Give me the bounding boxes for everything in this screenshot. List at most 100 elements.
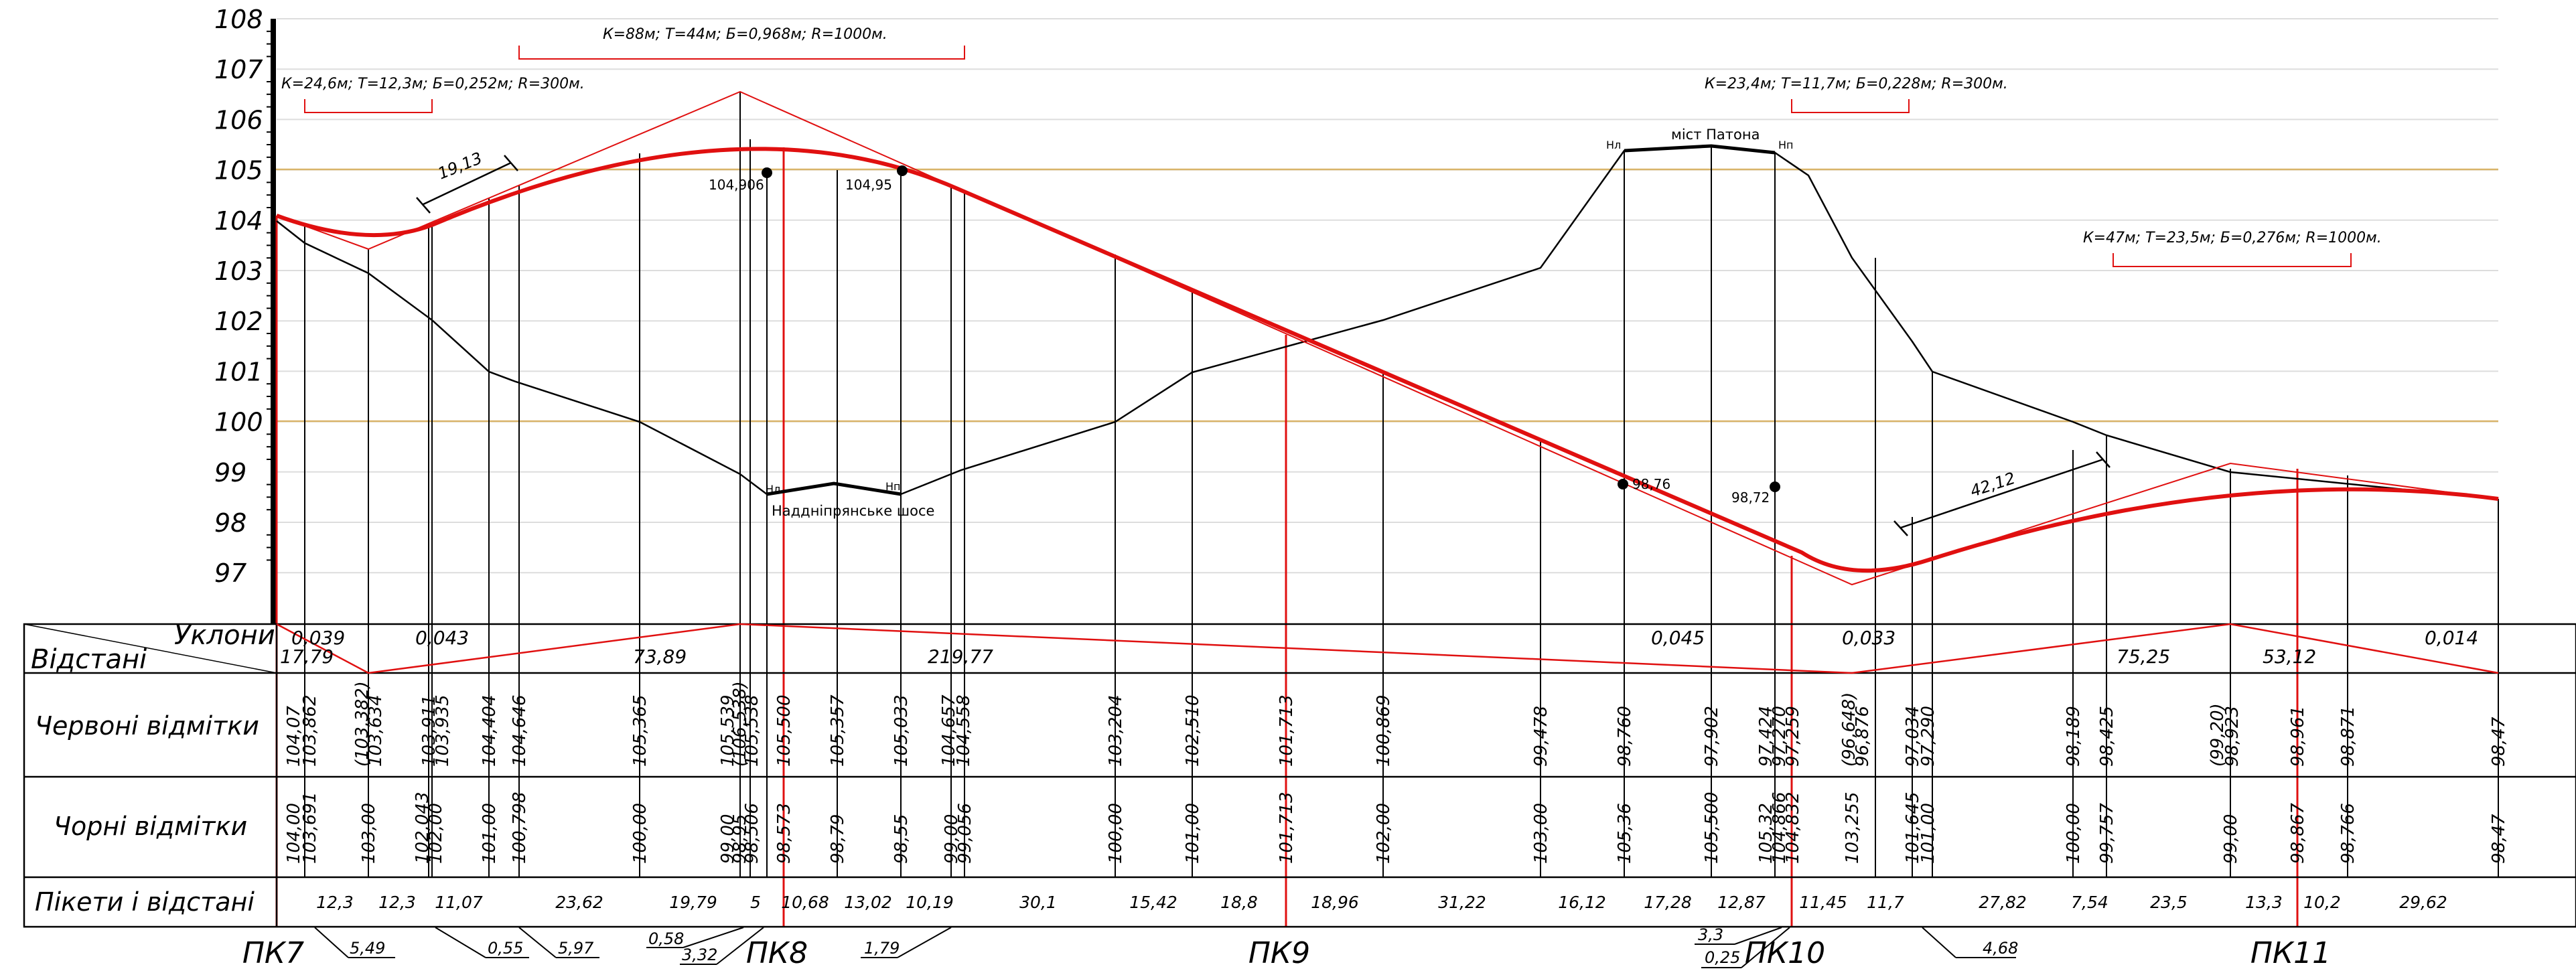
bridge-label: міст Патона — [1671, 127, 1760, 143]
bridge-structure — [1624, 144, 1776, 155]
red-mark-value: (103,382) — [352, 681, 372, 767]
black-mark-value: 101,713 — [1277, 792, 1297, 864]
picket-name: ПК9 — [1248, 936, 1310, 970]
leader-value: 5,49 — [350, 939, 385, 958]
row-header-red-marks: Червоні відмітки — [35, 711, 259, 741]
red-mark-value: 104,558 — [954, 694, 974, 767]
red-mark-value: 96,876 — [1853, 706, 1873, 767]
picket-distance-value: 10,68 — [781, 893, 829, 912]
axis-tick-label: 102 — [214, 307, 263, 336]
leader-value: 0,25 — [1705, 948, 1740, 967]
distance-value: 17,79 — [280, 646, 334, 668]
leader-callout: 5,49 — [314, 927, 395, 958]
picket-distance-value: 23,5 — [2150, 893, 2188, 912]
black-mark-value: 98,55 — [891, 814, 912, 864]
slope-value: 0,033 — [1842, 627, 1895, 649]
red-mark-value: 98,871 — [2338, 706, 2358, 767]
dimension-arrows — [416, 155, 2110, 536]
black-mark-value: 98,867 — [2288, 803, 2308, 864]
point-mark — [1770, 481, 1780, 492]
picket-name: ПК7 — [242, 936, 304, 970]
picket-distance-value: 30,1 — [1019, 893, 1057, 912]
picket-distance-value: 5 — [750, 893, 761, 912]
black-mark-value: 99,00 — [942, 814, 962, 864]
picket-name: ПК10 — [1745, 936, 1825, 970]
red-mark-value: 104,404 — [480, 694, 500, 767]
leader-callouts: 5,49 0,55 5,97 0,583,32 1,79 3,3 0,25 4,68 — [314, 925, 2018, 968]
black-mark-value: 105,500 — [1702, 792, 1722, 864]
black-mark-value: 99,056 — [955, 803, 975, 864]
black-mark-value: 101,645 — [1903, 792, 1923, 864]
black-mark-value: 105,32 — [1756, 803, 1776, 864]
leader-callout: 3,3 — [1695, 925, 1782, 945]
black-mark-value: 98,506 — [742, 803, 762, 864]
black-mark-value: 100,00 — [630, 803, 650, 864]
axis-tick-label: 104 — [214, 206, 263, 236]
row-header-pickets: Пікети і відстані — [35, 887, 255, 917]
picket-distance-value: 27,82 — [1979, 893, 2027, 912]
picket-distance-value: 10,19 — [906, 893, 954, 912]
black-mark-value: 100,00 — [1106, 803, 1126, 864]
black-mark-value: 99,00 — [2221, 814, 2241, 864]
leader-callout: 1,79 — [861, 927, 952, 958]
axis-tick-label: 97 — [214, 558, 246, 588]
leader-value: 4,68 — [1983, 939, 2018, 958]
point-mark — [1618, 479, 1628, 490]
red-mark-value: 98,961 — [2288, 706, 2308, 767]
black-mark-value: 100,798 — [510, 792, 530, 864]
curve-params-2: К=88м; Т=44м; Б=0,968м; R=1000м. — [603, 26, 887, 43]
red-mark-value: 101,713 — [1277, 694, 1297, 767]
curve-brackets — [304, 46, 2352, 267]
elevation-grid — [277, 18, 2498, 574]
road-label: Наддніпрянське шосе — [772, 503, 934, 519]
red-mark-value: 98,47 — [2489, 717, 2509, 767]
leader-value: 3,3 — [1698, 925, 1723, 944]
red-mark-value: 103,862 — [300, 694, 320, 767]
distance-value: 75,25 — [2117, 646, 2170, 668]
leader-callout: 4,68 — [1922, 927, 2018, 958]
row-header-slopes: Уклони — [174, 620, 275, 651]
ground-line — [276, 145, 2499, 500]
picket-distance-values: 12,3 12,3 11,07 23,62 19,79 5 10,68 13,02 10,19 3… — [316, 893, 2447, 912]
point-label: 98,72 — [1731, 490, 1770, 506]
red-mark-value: 105,500 — [774, 694, 794, 767]
point-label: 104,95 — [845, 177, 892, 193]
black-mark-value: 98,79 — [828, 814, 848, 864]
black-mark-value: 102,043 — [413, 792, 433, 864]
axis-tick-label: 100 — [214, 408, 263, 437]
leader-value: 5,97 — [558, 939, 594, 958]
bridge-h-right: Hп — [1778, 139, 1794, 151]
slope-values: 0,039 0,043 0,045 0,033 0,014 — [291, 627, 2478, 649]
red-mark-value: 97,259 — [1783, 706, 1803, 767]
black-mark-value: 98,766 — [2338, 803, 2358, 864]
red-mark-value: (106,538) — [730, 681, 750, 767]
red-mark-value: 98,923 — [2222, 706, 2242, 767]
picket-distance-value: 31,22 — [1438, 893, 1486, 912]
axis-tick-label: 106 — [214, 105, 263, 135]
black-mark-value: 103,00 — [359, 803, 379, 864]
black-mark-value: 103,255 — [1843, 792, 1863, 864]
red-mark-value: (96,648) — [1839, 692, 1859, 767]
curve-params-1: К=24,6м; Т=12,3м; Б=0,252м; R=300м. — [281, 76, 585, 92]
axis-tick-label: 98 — [214, 508, 246, 538]
red-mark-value: 103,935 — [433, 694, 453, 767]
picket-distance-value: 11,07 — [435, 893, 483, 912]
red-mark-value: 105,033 — [891, 694, 912, 767]
station-lines — [304, 92, 2499, 877]
slope-value: 0,043 — [415, 627, 469, 649]
picket-distance-value: 13,3 — [2245, 893, 2283, 912]
picket-distance-value: 16,12 — [1558, 893, 1606, 912]
black-mark-value: 98,47 — [2489, 814, 2509, 864]
black-mark-value: 101,00 — [1183, 803, 1203, 864]
curve-params-4: К=47м; Т=23,5м; Б=0,276м; R=1000м. — [2083, 230, 2382, 246]
picket-distance-value: 29,62 — [2399, 893, 2447, 912]
red-mark-value: 98,425 — [2097, 706, 2117, 767]
axis-tick-label: 107 — [214, 55, 263, 84]
point-label: 98,76 — [1632, 476, 1670, 492]
black-mark-value: 104,866 — [1770, 792, 1790, 864]
picket-distance-value: 13,02 — [844, 893, 892, 912]
red-mark-value: 104,657 — [939, 694, 959, 767]
slope-value: 0,045 — [1651, 627, 1705, 649]
picket-name: ПК11 — [2250, 936, 2331, 970]
